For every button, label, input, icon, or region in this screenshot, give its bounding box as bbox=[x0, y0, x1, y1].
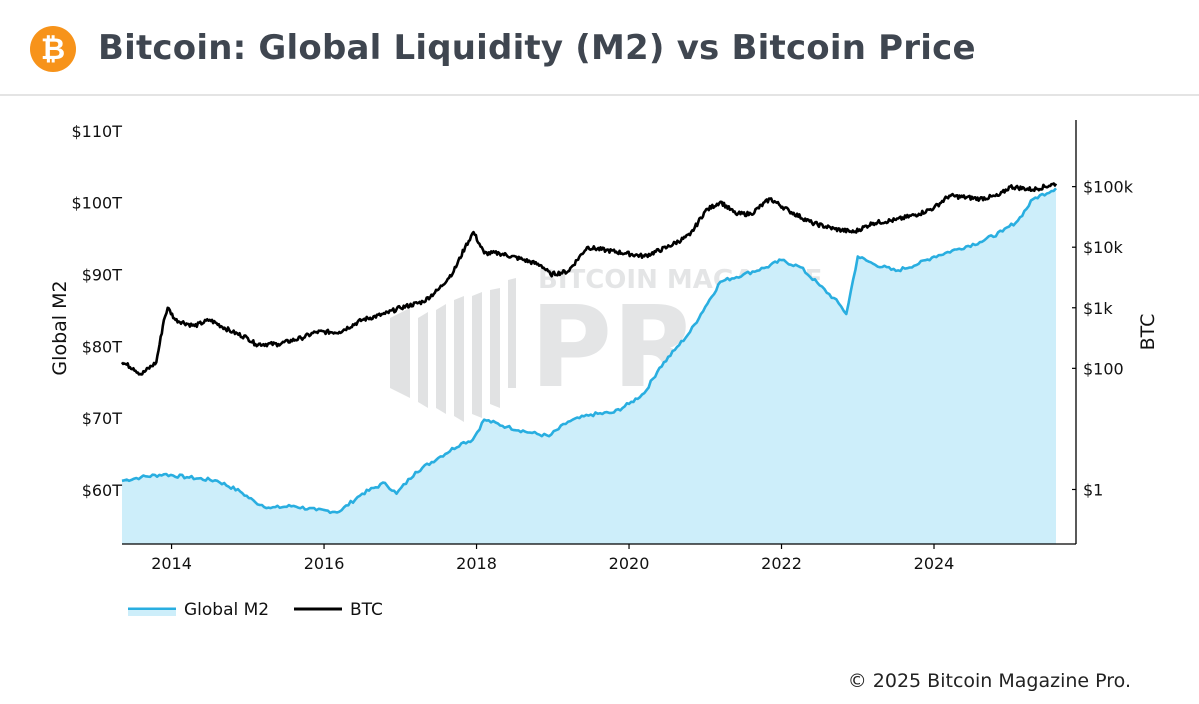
y-left-tick-label: $110T bbox=[72, 122, 123, 141]
y-left-axis-title: Global M2 bbox=[49, 280, 71, 375]
watermark-bars-icon bbox=[390, 278, 516, 422]
x-tick-label: 2016 bbox=[304, 554, 345, 573]
y-left-tick-label: $100T bbox=[72, 194, 123, 213]
y-left-tick-labels: $60T $70T $80T $90T $100T $110T bbox=[72, 122, 123, 500]
y-left-tick-label: $90T bbox=[82, 266, 123, 285]
y-right-tick-label: $1 bbox=[1083, 480, 1103, 499]
x-tick-labels: 2014 2016 2018 2020 2022 2024 bbox=[151, 544, 954, 573]
x-tick-label: 2020 bbox=[609, 554, 650, 573]
y-right-tick-labels: $1 $100 $1k $10k $100k bbox=[1072, 178, 1134, 499]
y-right-tick-label: $100 bbox=[1083, 359, 1124, 378]
y-left-tick-label: $60T bbox=[82, 481, 123, 500]
legend-label-btc: BTC bbox=[350, 600, 383, 620]
m2-area-fill bbox=[122, 188, 1056, 545]
x-tick-label: 2014 bbox=[151, 554, 192, 573]
bitcoin-logo-icon: ₿ bbox=[30, 26, 76, 72]
y-left-tick-label: $80T bbox=[82, 337, 123, 356]
legend: Global M2 BTC bbox=[128, 600, 383, 620]
y-right-tick-label: $100k bbox=[1083, 178, 1134, 197]
y-right-tick-label: $10k bbox=[1083, 238, 1124, 257]
series-line-global-m2 bbox=[121, 187, 1057, 515]
y-left-tick-label: $70T bbox=[82, 409, 123, 428]
page-header: ₿ Bitcoin: Global Liquidity (M2) vs Bitc… bbox=[0, 0, 1199, 96]
x-tick-label: 2018 bbox=[456, 554, 497, 573]
page-title: Bitcoin: Global Liquidity (M2) vs Bitcoi… bbox=[98, 28, 976, 68]
y-right-tick-label: $1k bbox=[1083, 299, 1113, 318]
footer-copyright: © 2025 Bitcoin Magazine Pro. bbox=[847, 670, 1131, 692]
legend-fill-global-m2 bbox=[128, 610, 176, 616]
chart: BITCOIN MAGAZINE PRO ® 20142016201820202… bbox=[49, 120, 1159, 620]
x-tick-label: 2022 bbox=[761, 554, 802, 573]
y-right-axis-title: BTC bbox=[1137, 314, 1159, 351]
x-tick-label: 2024 bbox=[914, 554, 955, 573]
series-line-btc bbox=[120, 182, 1058, 376]
legend-label-global-m2: Global M2 bbox=[184, 600, 269, 620]
